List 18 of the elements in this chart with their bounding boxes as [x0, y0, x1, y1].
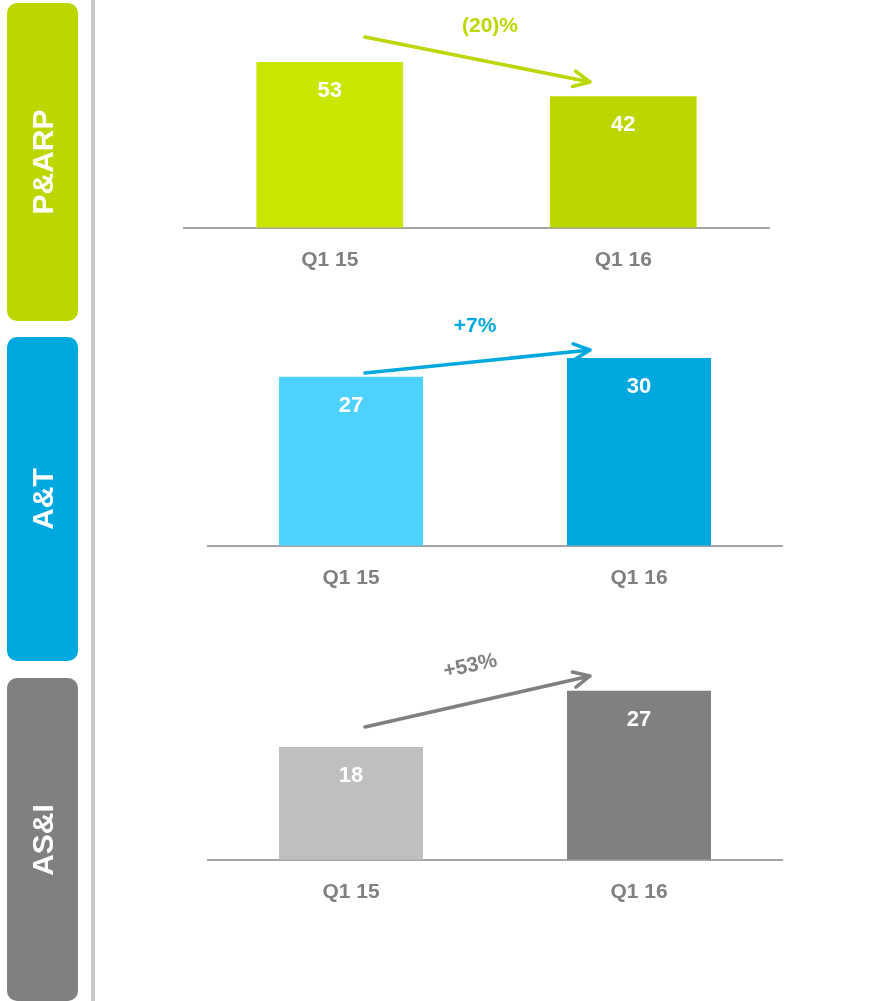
- data-label: 53: [317, 76, 342, 102]
- text: (20)%: [461, 13, 519, 37]
- text: P&ARP: [25, 109, 60, 215]
- text: +7%: [453, 313, 497, 337]
- x-tick-label: Q1 15: [322, 879, 380, 903]
- text: +53%: [440, 647, 500, 683]
- x-tick-label: Q1 16: [610, 565, 668, 589]
- x-tick-label: Q1 16: [610, 879, 668, 903]
- x-tick-label: Q1 15: [322, 565, 380, 589]
- data-label: 27: [338, 391, 364, 417]
- data-label: 42: [611, 111, 636, 137]
- data-label: 30: [626, 373, 652, 399]
- data-label: 27: [626, 705, 652, 731]
- text: AS&I: [25, 803, 60, 876]
- x-tick-label: Q1 15: [301, 247, 359, 271]
- x-tick-label: Q1 16: [594, 247, 652, 271]
- text: A&T: [25, 468, 60, 530]
- data-label: 18: [338, 762, 364, 788]
